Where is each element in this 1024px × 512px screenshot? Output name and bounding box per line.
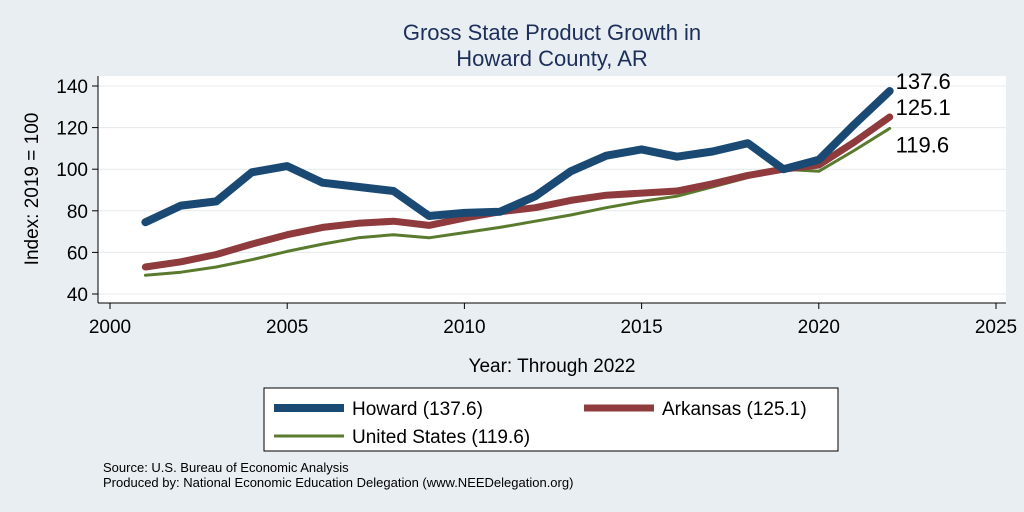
x-tick-label: 2025	[975, 317, 1017, 338]
end-label-arkansas: 125.1	[896, 95, 951, 120]
y-tick-label: 40	[67, 285, 88, 306]
produced-by-note: Produced by: National Economic Education…	[103, 475, 573, 490]
y-tick-label: 100	[56, 160, 88, 181]
axes: 40 60 80 100 120 140 2000 2005 2010 2015 2020 2025	[56, 76, 1017, 338]
x-axis-label: Year: Through 2022	[469, 356, 636, 377]
series-line-howard	[141, 87, 894, 227]
plot-area	[98, 76, 1006, 303]
end-label-united-states: 119.6	[896, 132, 949, 157]
series-line-arkansas	[141, 113, 894, 271]
x-tick-label: 2015	[620, 317, 662, 338]
legend-label-howard: Howard (137.6)	[352, 399, 483, 420]
x-tick-label: 2005	[266, 317, 308, 338]
x-tick-label: 2000	[89, 317, 131, 338]
end-label-howard: 137.6	[896, 69, 951, 94]
source-note: Source: U.S. Bureau of Economic Analysis	[103, 460, 349, 475]
legend-label-arkansas: Arkansas (125.1)	[662, 399, 807, 420]
chart-subtitle: Howard County, AR	[456, 46, 648, 71]
x-tick-label: 2020	[798, 317, 840, 338]
legend-box	[263, 387, 839, 452]
y-tick-label: 60	[67, 243, 88, 264]
y-axis-label: Index: 2019 = 100	[22, 113, 43, 266]
y-tick-label: 80	[67, 202, 88, 223]
legend: Howard (137.6) Arkansas (125.1) United S…	[263, 387, 839, 452]
legend-label-united-states: United States (119.6)	[352, 427, 530, 448]
y-tick-label: 120	[56, 119, 88, 140]
series-group	[141, 87, 894, 277]
chart-title: Gross State Product Growth in	[403, 20, 701, 45]
x-tick-label: 2010	[443, 317, 485, 338]
y-tick-label: 140	[56, 77, 88, 98]
